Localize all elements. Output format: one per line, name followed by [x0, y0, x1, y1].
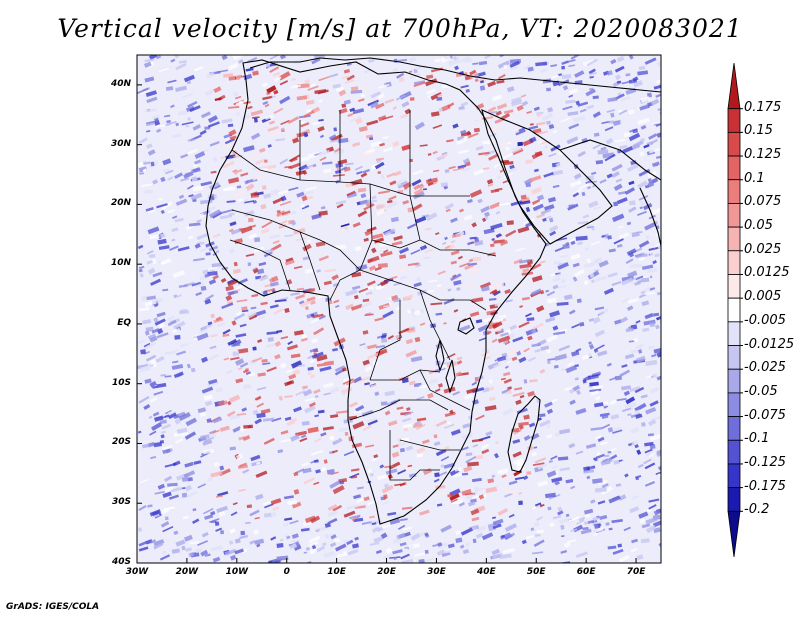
- colorbar-label: 0.05: [744, 218, 773, 234]
- lon-label: 70E: [626, 567, 646, 577]
- lat-label: 10S: [111, 377, 131, 388]
- iran-coastline: [559, 139, 661, 181]
- arabia-coastline: [481, 109, 613, 245]
- lat-label: 10N: [110, 258, 131, 269]
- madagascar-coastline: [507, 395, 541, 473]
- lon-label: 10E: [327, 567, 346, 577]
- colorbar: [727, 62, 743, 558]
- lake-victoria: [457, 317, 475, 335]
- colorbar-swatch: [727, 108, 741, 133]
- lon-label: 10W: [225, 567, 249, 577]
- lon-label: 30E: [427, 567, 446, 577]
- india-coast: [639, 187, 661, 247]
- colorbar-swatch: [727, 274, 741, 299]
- footer-credit: GrADS: IGES/COLA: [6, 602, 100, 612]
- lat-label: EQ: [117, 317, 131, 328]
- colorbar-label: 0.1: [744, 170, 765, 186]
- lat-label: 20N: [110, 198, 131, 209]
- lon-label: 50E: [526, 567, 546, 577]
- colorbar-label: 0.15: [744, 123, 773, 139]
- colorbar-swatch: [727, 179, 741, 204]
- colorbar-label: -0.1: [744, 431, 770, 447]
- colorbar-label: -0.05: [744, 383, 778, 399]
- colorbar-swatch: [727, 439, 741, 465]
- europe-coastline: [249, 57, 661, 93]
- lat-label: 30S: [111, 497, 131, 508]
- velocity-field: [137, 55, 661, 563]
- lon-label: 0: [283, 567, 290, 577]
- colorbar-swatch: [727, 250, 741, 275]
- lon-label: 60E: [576, 567, 596, 577]
- colorbar-label: 0.075: [744, 194, 782, 210]
- colorbar-swatch: [727, 131, 741, 157]
- coastlines-and-borders: [205, 57, 661, 525]
- colorbar-label: -0.005: [744, 312, 786, 328]
- lon-label: 20W: [175, 567, 199, 577]
- colorbar-label: -0.0125: [744, 336, 795, 352]
- colorbar-swatch: [727, 155, 741, 181]
- colorbar-label: -0.2: [744, 502, 770, 518]
- country-borders: [229, 110, 497, 481]
- colorbar-label: -0.025: [744, 360, 786, 376]
- colorbar-swatch: [727, 416, 741, 441]
- colorbar-swatch: [727, 392, 741, 417]
- plot-frame: [136, 54, 662, 564]
- lat-label: 40S: [111, 557, 131, 567]
- colorbar-label: -0.075: [744, 407, 786, 423]
- colorbar-label: 0.175: [744, 99, 782, 115]
- colorbar-swatch: [727, 345, 741, 370]
- colorbar-swatch: [727, 203, 741, 228]
- chart-title: Vertical velocity [m/s] at 700hPa, VT: 2…: [57, 14, 743, 43]
- colorbar-label: -0.125: [744, 454, 786, 470]
- lon-label: 20E: [377, 567, 396, 577]
- colorbar-label: 0.025: [744, 241, 782, 257]
- lon-label: 40E: [476, 567, 496, 577]
- lat-label: 30N: [110, 138, 131, 149]
- colorbar-label: 0.125: [744, 147, 782, 163]
- colorbar-swatch: [727, 321, 741, 346]
- colorbar-swatch: [727, 368, 741, 394]
- colorbar-label: 0.0125: [744, 265, 790, 281]
- lon-label: 30W: [125, 567, 149, 577]
- colorbar-swatch: [727, 487, 741, 512]
- colorbar-label: -0.175: [744, 478, 786, 494]
- colorbar-swatch: [727, 62, 741, 110]
- colorbar-swatch: [727, 297, 741, 323]
- lake-tanganyika: [435, 339, 445, 372]
- africa-coastline: [205, 59, 547, 525]
- colorbar-swatch: [727, 463, 741, 489]
- lat-label: 40N: [110, 78, 131, 89]
- colorbar-swatch: [727, 226, 741, 252]
- lat-label: 20S: [111, 437, 131, 448]
- colorbar-swatch: [727, 510, 741, 558]
- lake-nyasa: [445, 359, 456, 394]
- colorbar-label: 0.005: [744, 289, 782, 305]
